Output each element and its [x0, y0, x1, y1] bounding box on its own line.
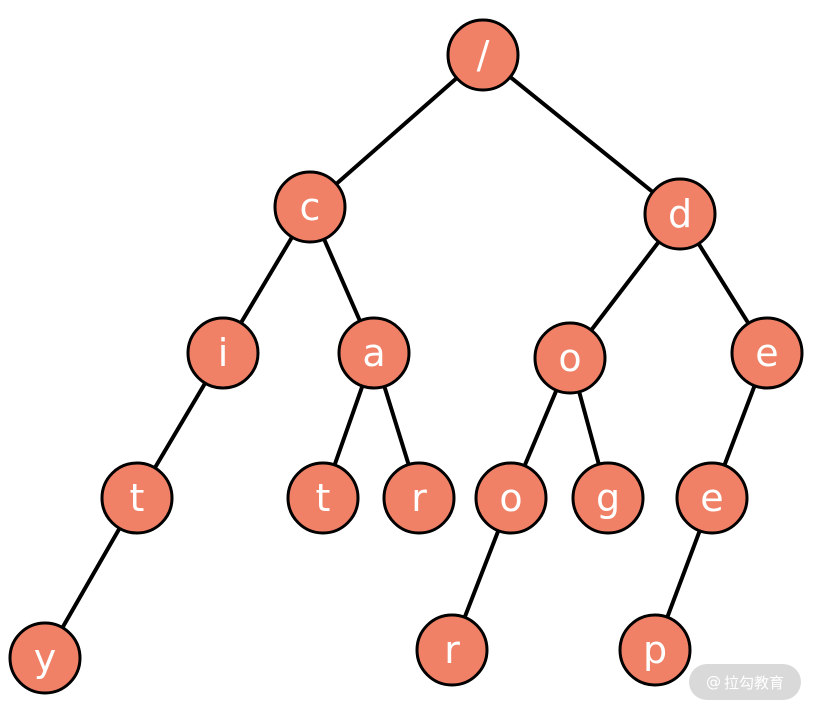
node-label: r — [411, 476, 427, 520]
node-circle — [8, 621, 82, 695]
node-circle — [337, 316, 411, 390]
node-circle — [286, 461, 360, 535]
tree-node-g: g — [571, 461, 645, 535]
tree-node-d: d — [643, 177, 717, 251]
tree-node-t2: t — [286, 461, 360, 535]
tree-node-i: i — [186, 316, 260, 390]
edge-root-d — [481, 53, 682, 216]
tree-node-o1: o — [533, 321, 607, 395]
tree-nodes: / c d i a o e t t r o g e y r p — [8, 18, 804, 695]
node-label: t — [130, 476, 145, 520]
node-label: o — [558, 336, 581, 380]
node-label: e — [700, 476, 723, 520]
watermark-badge: @ 拉勾教育 — [689, 664, 801, 700]
node-circle — [571, 461, 645, 535]
tree-node-a: a — [337, 316, 411, 390]
watermark-text: 拉勾教育 — [723, 673, 784, 692]
node-label: g — [596, 476, 620, 520]
tree-node-e1: e — [730, 316, 804, 390]
tree-node-c: c — [273, 170, 347, 244]
node-circle — [474, 461, 548, 535]
node-label: t — [316, 476, 331, 520]
node-circle — [730, 316, 804, 390]
tree-node-t1: t — [100, 461, 174, 535]
node-circle — [643, 177, 717, 251]
tree-node-r1: r — [382, 461, 456, 535]
node-circle — [273, 170, 347, 244]
node-label: o — [499, 476, 522, 520]
tree-node-root: / — [446, 18, 520, 92]
edge-root-c — [308, 53, 485, 209]
node-label: a — [362, 331, 385, 375]
node-circle — [100, 461, 174, 535]
node-label: d — [668, 192, 692, 236]
node-label: c — [300, 185, 321, 229]
node-label: e — [755, 331, 778, 375]
node-circle — [533, 321, 607, 395]
node-label: i — [218, 331, 229, 375]
tree-node-o2: o — [474, 461, 548, 535]
tree-node-e2: e — [675, 461, 749, 535]
node-label: p — [643, 628, 667, 672]
node-label: / — [477, 33, 490, 77]
tree-node-y: y — [8, 621, 82, 695]
node-circle — [382, 461, 456, 535]
node-circle — [675, 461, 749, 535]
node-circle — [415, 613, 489, 687]
node-label: r — [444, 628, 460, 672]
node-circle — [446, 18, 520, 92]
node-label: y — [34, 636, 57, 680]
tree-node-p: p — [618, 613, 692, 687]
node-circle — [618, 613, 692, 687]
watermark-at-icon: @ — [705, 673, 721, 691]
node-circle — [186, 316, 260, 390]
tree-node-r2: r — [415, 613, 489, 687]
